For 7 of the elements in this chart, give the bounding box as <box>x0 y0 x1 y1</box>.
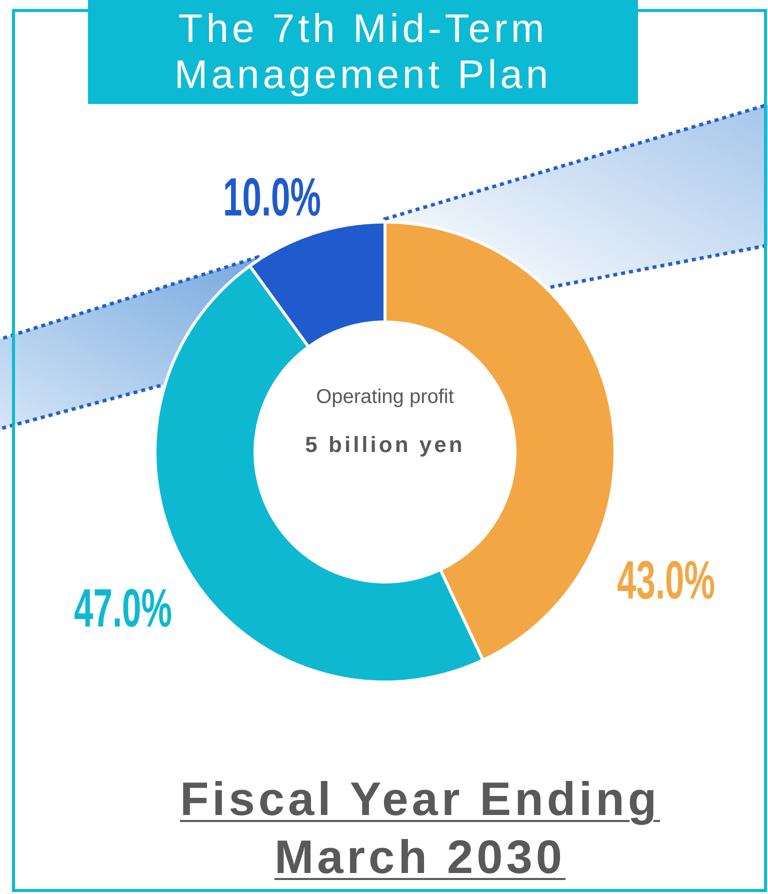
data-label: 47.0% <box>74 578 172 638</box>
chart-title: The 7th Mid-Term Management Plan <box>88 0 638 104</box>
data-label: 43.0% <box>617 550 715 610</box>
text: 5 billion yen <box>304 432 466 458</box>
text: Fiscal Year Ending March 2030 <box>178 771 662 885</box>
text: Operating profit <box>315 386 455 409</box>
data-label: 10.0% <box>223 166 321 228</box>
